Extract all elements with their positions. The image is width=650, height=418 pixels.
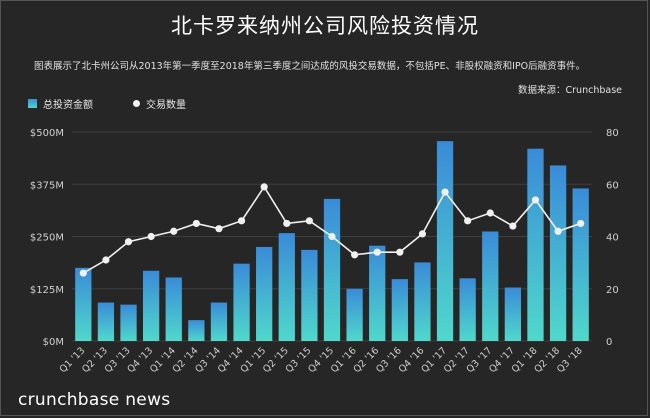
bar-Q3 '14	[210, 302, 228, 341]
y-right-tick-label: 0	[606, 337, 612, 348]
bar-Q4 '15	[323, 198, 341, 341]
deal-point-Q1 '18	[531, 196, 540, 204]
deal-point-Q1 '14	[170, 227, 178, 235]
bar-Q2 '13	[97, 302, 115, 341]
bar-Q1 '13	[75, 267, 92, 341]
deal-point-Q3 '16	[396, 248, 404, 256]
bar-Q1 '14	[165, 277, 182, 341]
bar-Q4 '16	[414, 262, 431, 341]
y-right-tick-label: 40	[606, 233, 619, 244]
deal-point-Q3 '15	[305, 217, 313, 225]
y-left-tick-label: $250M	[30, 233, 64, 244]
legend-item-amount: 总投资金额	[28, 96, 93, 111]
chart-legend: 总投资金额 交易数量	[28, 96, 226, 111]
x-tick-label: Q3 '18	[555, 345, 585, 375]
deal-point-Q2 '16	[373, 248, 381, 256]
bar-Q1 '18	[527, 148, 544, 341]
crunchbase-news-logo: crunchbase news	[18, 390, 171, 410]
deal-point-Q2 '14	[192, 219, 200, 228]
data-source: 数据来源：Crunchbase	[518, 85, 622, 96]
deal-point-Q3 '14	[215, 225, 223, 233]
bar-Q4 '17	[504, 287, 522, 341]
deal-point-Q4 '16	[418, 230, 427, 238]
deal-point-Q4 '14	[237, 217, 246, 225]
deal-point-Q3 '18	[577, 219, 585, 228]
deal-point-Q2 '18	[554, 227, 562, 235]
y-right-tick-label: 60	[606, 180, 619, 191]
y-right-tick-label: 20	[606, 285, 619, 296]
deal-point-Q1 '13	[79, 269, 87, 277]
deal-point-Q1 '15	[260, 183, 268, 191]
bar-Q2 '15	[278, 233, 295, 341]
legend-dot-swatch	[133, 100, 140, 107]
deal-point-Q4 '15	[328, 232, 336, 241]
bar-Q4 '13	[142, 270, 160, 341]
legend-item-deals: 交易数量	[133, 96, 186, 111]
bar-Q3 '15	[301, 249, 318, 341]
chart-title: 北卡罗来纳州公司风险投资情况	[171, 14, 479, 38]
bar-Q2 '17	[459, 278, 476, 341]
y-left-tick-label: $500M	[30, 128, 64, 139]
bar-Q1 '15	[256, 246, 273, 341]
bar-Q3 '16	[391, 279, 408, 341]
deal-point-Q4 '17	[509, 222, 517, 230]
deal-point-Q1 '16	[351, 251, 359, 259]
bar-Q1 '17	[436, 141, 454, 341]
legend-bar-swatch	[28, 99, 37, 108]
legend-label-deals: 交易数量	[146, 100, 186, 111]
bar-Q2 '14	[188, 320, 205, 341]
y-left-tick-label: $375M	[30, 180, 64, 191]
bar-Q2 '18	[549, 165, 567, 341]
y-left-tick-label: $0M	[43, 337, 64, 348]
deal-point-Q3 '17	[486, 209, 494, 217]
deal-point-Q2 '17	[464, 217, 472, 225]
deal-point-Q3 '13	[124, 238, 133, 246]
bar-Q1 '16	[346, 288, 363, 341]
deal-point-Q2 '15	[283, 219, 291, 228]
chart-subtitle: 图表展示了北卡州公司从2013年第一季度至2018年第三季度之间达成的风投交易数…	[34, 61, 586, 72]
deal-point-Q1 '17	[441, 188, 449, 196]
bar-Q2 '16	[369, 245, 386, 341]
bar-Q4 '14	[233, 263, 250, 341]
legend-label-amount: 总投资金额	[43, 100, 93, 111]
bar-Q3 '17	[482, 231, 499, 341]
bar-Q3 '18	[572, 188, 589, 341]
deal-point-Q4 '13	[147, 232, 155, 241]
deal-point-Q2 '13	[102, 256, 110, 264]
y-right-tick-label: 80	[606, 128, 619, 139]
y-left-tick-label: $125M	[30, 285, 64, 296]
bar-Q3 '13	[120, 304, 137, 341]
